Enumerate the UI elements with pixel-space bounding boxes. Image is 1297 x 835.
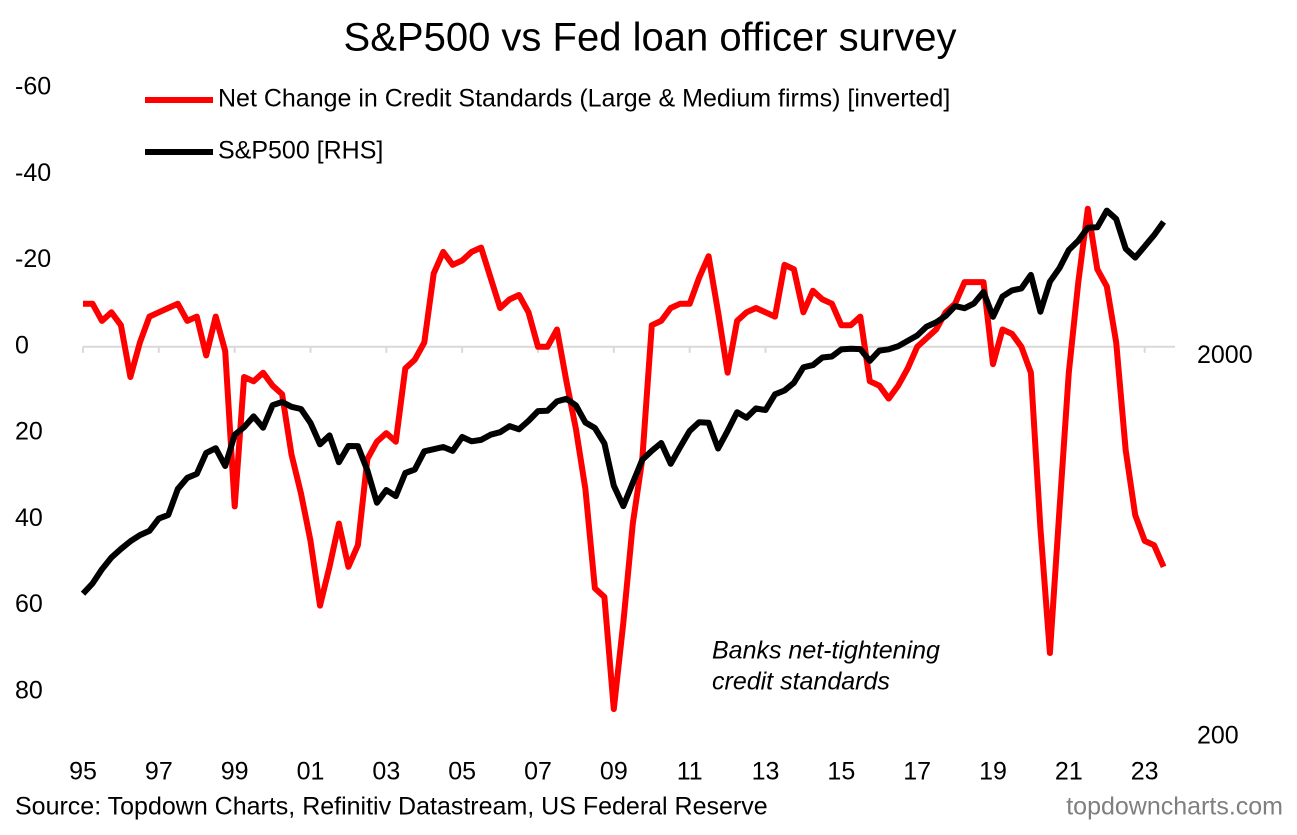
x-tick-label: 01 (297, 758, 325, 786)
chart-title: S&P500 vs Fed loan officer survey (344, 16, 957, 60)
x-tick-label: 17 (903, 758, 931, 786)
series-line (83, 205, 1167, 713)
y-tick-label: 40 (15, 504, 43, 532)
series-line (80, 207, 1167, 596)
watermark: topdowncharts.com (1066, 793, 1283, 821)
x-tick-label: 95 (69, 758, 97, 786)
y2-tick-label: 2000 (1197, 341, 1253, 369)
x-tick-label: 03 (372, 758, 400, 786)
x-tick-label: 13 (752, 758, 780, 786)
x-tick-label: 21 (1055, 758, 1083, 786)
x-tick-label: 11 (677, 758, 703, 786)
source: Source: Topdown Charts, Refinitiv Datast… (15, 793, 768, 821)
y-tick-label: 60 (15, 590, 43, 618)
y-tick-label: 0 (15, 331, 29, 359)
x-tick-label: 97 (145, 758, 173, 786)
x-tick-label: 09 (600, 758, 628, 786)
y2-tick-label: 200 (1197, 722, 1239, 750)
y-tick-label: 80 (15, 676, 43, 704)
legend-label: S&P500 [RHS] (218, 137, 383, 165)
y-tick-label: -40 (15, 159, 51, 187)
y-tick-label: 20 (15, 418, 43, 446)
x-tick-label: 19 (979, 758, 1007, 786)
x-tick-label: 23 (1131, 758, 1159, 786)
x-tick-label: 15 (827, 758, 855, 786)
legend-label: Net Change in Credit Standards (Large & … (218, 85, 950, 113)
x-tick-label: 99 (221, 758, 249, 786)
x-tick-label: 07 (524, 758, 552, 786)
y-tick-label: -20 (15, 245, 51, 273)
y-tick-label: -60 (15, 73, 51, 101)
x-tick-label: 05 (448, 758, 476, 786)
annotation: Banks net-tightening (712, 637, 940, 665)
annotation: credit standards (712, 668, 890, 696)
